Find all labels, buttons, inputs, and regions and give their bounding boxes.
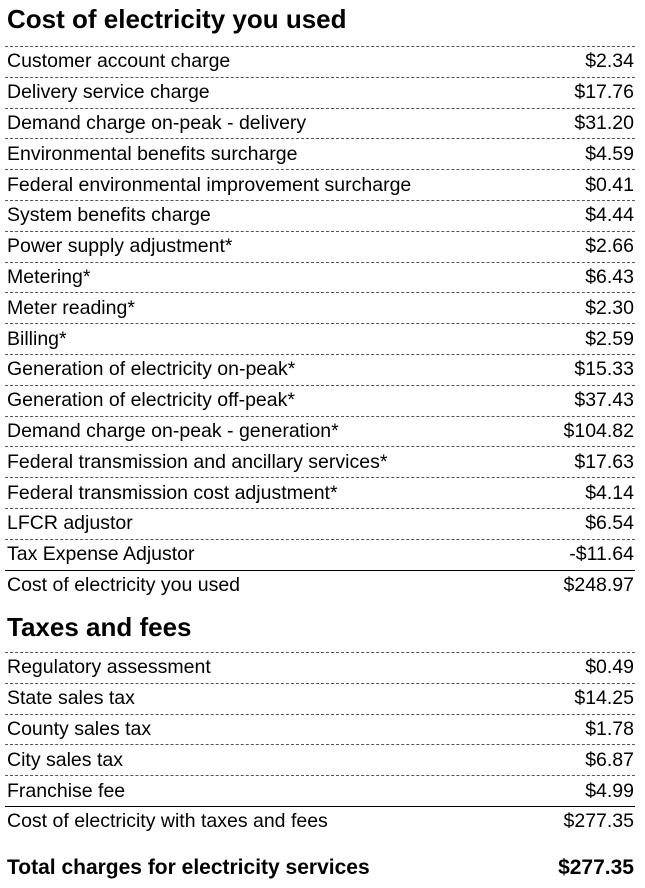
subtotal-row: Cost of electricity you used $248.97	[5, 569, 635, 601]
label: LFCR adjustor	[7, 512, 133, 535]
amount: $6.54	[585, 512, 634, 535]
label: Generation of electricity off-peak*	[7, 389, 295, 412]
label: Federal transmission cost adjustment*	[7, 481, 338, 504]
label: Environmental benefits surcharge	[7, 142, 298, 165]
section-title: Taxes and fees	[7, 612, 192, 642]
label: Power supply adjustment*	[7, 235, 233, 258]
label: Metering*	[7, 265, 91, 288]
line-item: Meter reading* $2.30	[5, 292, 635, 323]
line-item: Federal environmental improvement surcha…	[5, 169, 635, 200]
amount: $2.59	[585, 327, 634, 350]
label: Total charges for electricity services	[7, 856, 370, 880]
amount: $6.87	[585, 748, 634, 771]
line-item: Franchise fee $4.99	[5, 775, 635, 806]
amount: $0.41	[585, 173, 634, 196]
label: Customer account charge	[7, 50, 231, 73]
label: Federal environmental improvement surcha…	[7, 173, 412, 196]
line-item: Federal transmission and ancillary servi…	[5, 446, 635, 477]
amount: $277.35	[558, 856, 634, 880]
label: City sales tax	[7, 748, 123, 771]
amount: $37.43	[574, 389, 634, 412]
section-title: Cost of electricity you used	[7, 4, 347, 34]
amount: $2.34	[585, 50, 634, 73]
label: Federal transmission and ancillary servi…	[7, 450, 388, 473]
label: Meter reading*	[7, 296, 135, 319]
amount: $14.25	[574, 687, 634, 710]
line-item: Environmental benefits surcharge $4.59	[5, 138, 635, 169]
line-item: System benefits charge $4.44	[5, 200, 635, 231]
label: State sales tax	[7, 687, 135, 710]
line-item: Demand charge on-peak - generation* $104.…	[5, 415, 635, 447]
line-item: Billing* $2.59	[5, 323, 635, 354]
label: Cost of electricity with taxes and fees	[7, 810, 328, 833]
total-row: Total charges for electricity services $2…	[5, 853, 635, 884]
label: Regulatory assessment	[7, 656, 211, 679]
amount: $248.97	[563, 573, 635, 596]
amount: $4.59	[585, 142, 634, 165]
line-item: State sales tax $14.25	[5, 682, 635, 714]
amount: $4.44	[585, 204, 634, 227]
amount: $2.66	[585, 235, 634, 258]
line-item: Generation of electricity on-peak* $15.33	[5, 354, 635, 385]
label: Franchise fee	[7, 779, 126, 802]
line-item: Customer account charge $2.34	[5, 46, 635, 77]
amount: $6.43	[585, 265, 634, 288]
label: Billing*	[7, 327, 67, 350]
line-item: Federal transmission cost adjustment* $4.…	[5, 477, 635, 508]
label: Generation of electricity on-peak*	[7, 358, 296, 381]
amount: -$11.64	[569, 543, 634, 566]
label: County sales tax	[7, 717, 152, 740]
amount: $277.35	[563, 810, 635, 833]
amount: $0.49	[585, 656, 634, 679]
line-item: Regulatory assessment $0.49	[5, 652, 635, 683]
label: System benefits charge	[7, 204, 211, 227]
label: Cost of electricity you used	[7, 573, 241, 596]
line-item: Delivery service charge $17.76	[5, 76, 635, 108]
label: Demand charge on-peak - delivery	[7, 111, 307, 134]
amount: $17.76	[574, 81, 634, 104]
line-item: City sales tax $6.87	[5, 744, 635, 775]
amount: $1.78	[585, 717, 634, 740]
amount: $4.14	[585, 481, 634, 504]
line-item: Tax Expense Adjustor -$11.64	[5, 538, 635, 570]
label: Tax Expense Adjustor	[7, 543, 195, 566]
amount: $17.63	[574, 450, 634, 473]
label: Demand charge on-peak - generation*	[7, 419, 339, 442]
amount: $15.33	[574, 358, 634, 381]
label: Delivery service charge	[7, 81, 210, 104]
amount: $31.20	[574, 111, 634, 134]
amount: $104.82	[563, 419, 635, 442]
subtotal-row: Cost of electricity with taxes and fees $…	[5, 806, 635, 837]
line-item: Demand charge on-peak - delivery $31.20	[5, 107, 635, 139]
line-item: Power supply adjustment* $2.66	[5, 230, 635, 262]
line-item: LFCR adjustor $6.54	[5, 508, 635, 539]
amount: $2.30	[585, 296, 634, 319]
line-item: County sales tax $1.78	[5, 713, 635, 745]
line-item: Metering* $6.43	[5, 261, 635, 293]
amount: $4.99	[585, 779, 634, 802]
line-item: Generation of electricity off-peak* $37.4…	[5, 384, 635, 416]
